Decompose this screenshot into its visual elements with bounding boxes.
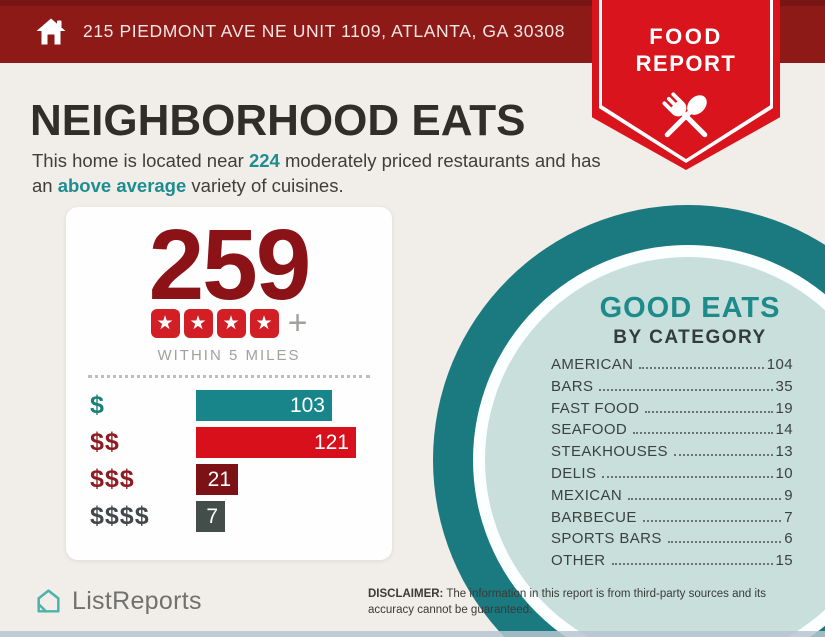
- category-label: AMERICAN: [551, 356, 634, 373]
- category-row: DELIS 10: [551, 465, 793, 487]
- dotted-leader: [633, 432, 773, 435]
- ribbon-content: FOOD REPORT: [592, 0, 780, 152]
- listreports-logo: ListReports: [33, 586, 202, 617]
- home-icon: [36, 18, 66, 44]
- subtitle-text-3: variety of cuisines.: [186, 174, 344, 196]
- price-tier-bar-chart: $ 103 $$ 121 $$$ 21 $$$$ 7: [90, 390, 376, 538]
- category-label: BARS: [551, 377, 594, 395]
- category-value: 9: [784, 486, 793, 504]
- listreports-house-icon: [37, 589, 60, 613]
- top-edge-shade: [0, 0, 825, 6]
- dotted-leader: [599, 388, 773, 391]
- restaurant-count-highlight: 224: [248, 150, 280, 171]
- bar-row: $$$ 21: [90, 464, 376, 495]
- category-value: 7: [784, 508, 793, 526]
- dotted-leader: [611, 563, 773, 566]
- bar-row: $$$$ 7: [90, 501, 376, 532]
- property-address: 215 PIEDMONT AVE NE UNIT 1109, ATLANTA, …: [83, 21, 566, 41]
- category-label: SPORTS BARS: [551, 530, 662, 548]
- food-report-ribbon: FOOD REPORT: [592, 0, 780, 170]
- total-restaurants-count: 259: [148, 209, 312, 321]
- category-row: SPORTS BARS 6: [551, 530, 793, 552]
- good-eats-header: GOOD EATS BY CATEGORY: [505, 292, 825, 349]
- restaurant-summary-card: 259 ★ ★ ★ ★ + WITHIN 5 MILES $ 103 $$ 121 $$…: [66, 207, 392, 560]
- bar-value: 7: [206, 504, 218, 528]
- dotted-leader: [642, 519, 782, 522]
- good-eats-title: GOOD EATS: [599, 292, 781, 324]
- bar-value: 21: [207, 467, 231, 491]
- star-icon: ★: [183, 309, 213, 338]
- summary-sentence: This home is located near 224 moderately…: [32, 149, 617, 199]
- category-row: FAST FOOD 19: [551, 400, 793, 422]
- category-value: 6: [784, 530, 793, 548]
- category-value: 35: [775, 377, 793, 395]
- plus-icon: +: [287, 304, 308, 342]
- disclaimer: DISCLAIMER: The information in this repo…: [368, 587, 800, 618]
- category-row: MEXICAN 9: [551, 487, 793, 509]
- dotted-leader: [628, 497, 782, 500]
- stars-row: ★ ★ ★ ★ +: [66, 304, 392, 342]
- price-tier-label: $$$$: [90, 502, 150, 530]
- category-label: BARBECUE: [551, 508, 637, 526]
- badge-title-line1: FOOD: [649, 24, 723, 49]
- category-label: DELIS: [551, 464, 597, 482]
- bottom-edge-strip: [0, 631, 825, 637]
- category-row: STEAKHOUSES 13: [551, 443, 793, 465]
- brand-name: ListReports: [72, 587, 202, 615]
- category-label: STEAKHOUSES: [551, 443, 668, 461]
- category-row: OTHER 15: [551, 552, 793, 574]
- category-value: 10: [775, 464, 793, 482]
- category-value: 104: [766, 356, 793, 373]
- page-title: NEIGHBORHOOD EATS: [30, 96, 526, 145]
- bar-price-tier-2: 121: [196, 427, 356, 458]
- bar-price-tier-1: 103: [196, 390, 332, 421]
- star-icon: ★: [216, 309, 246, 338]
- bar-row: $$ 121: [90, 427, 376, 458]
- circle-inner-fill: [485, 257, 825, 637]
- category-value: 19: [775, 399, 793, 417]
- category-row: AMERICAN 104: [551, 356, 793, 378]
- bar-value: 103: [289, 393, 325, 417]
- star-icon: ★: [249, 309, 279, 338]
- dotted-leader: [602, 475, 773, 478]
- disclaimer-label: DISCLAIMER:: [368, 588, 444, 600]
- dotted-leader: [645, 410, 773, 413]
- category-row: BARS 35: [551, 378, 793, 400]
- category-value: 13: [775, 443, 793, 461]
- category-row: BARBECUE 7: [551, 509, 793, 531]
- category-label: MEXICAN: [551, 486, 623, 504]
- bar-value: 121: [313, 430, 349, 454]
- dotted-divider: [88, 375, 370, 378]
- category-row: SEAFOOD 14: [551, 421, 793, 443]
- dotted-leader: [673, 454, 773, 457]
- good-eats-subtitle: BY CATEGORY: [613, 327, 767, 348]
- subtitle-text-2: moderately priced restaurants and has an: [32, 150, 601, 196]
- bar-price-tier-4: 7: [196, 501, 225, 532]
- category-label: OTHER: [551, 552, 606, 570]
- category-label: FAST FOOD: [551, 399, 640, 417]
- disclaimer-text: The information in this report is from t…: [368, 588, 766, 616]
- variety-highlight: above average: [57, 174, 187, 196]
- category-value: 14: [775, 421, 793, 439]
- star-icon: ★: [150, 309, 180, 338]
- crossed-spoon-fork-icon: [662, 92, 708, 138]
- category-label: SEAFOOD: [551, 421, 628, 439]
- radius-caption: WITHIN 5 MILES: [157, 347, 301, 364]
- dotted-leader: [639, 367, 764, 369]
- price-tier-label: $$$: [90, 465, 135, 493]
- category-list: AMERICAN 104 BARS 35 FAST FOOD 19 SEAFOOD 14…: [551, 356, 793, 574]
- price-tier-label: $: [90, 391, 105, 419]
- dotted-leader: [667, 541, 782, 544]
- bar-price-tier-3: 21: [196, 464, 238, 495]
- category-value: 15: [775, 552, 793, 570]
- subtitle-text-1: This home is located near: [32, 150, 249, 171]
- price-tier-label: $$: [90, 428, 120, 456]
- badge-title-line2: REPORT: [635, 51, 737, 76]
- bar-row: $ 103: [90, 390, 376, 421]
